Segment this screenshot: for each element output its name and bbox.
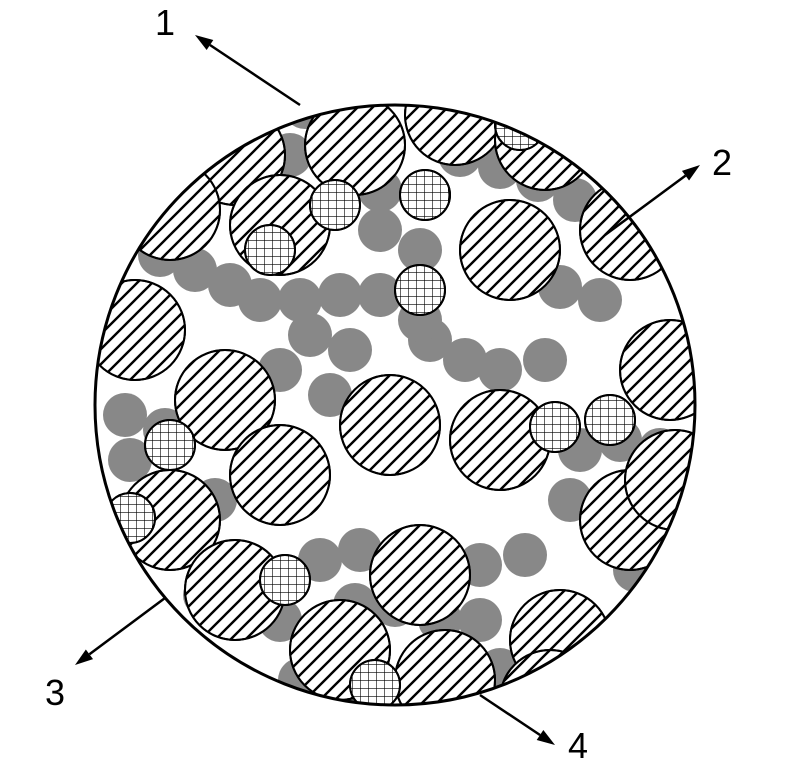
diagram-svg: 1 2 3 4 <box>0 0 797 759</box>
particle-diag_large <box>370 525 470 625</box>
particle-diag_large <box>340 375 440 475</box>
particle-diag_large <box>85 280 185 380</box>
particle-diag_large <box>395 630 495 730</box>
particle-gray_small <box>238 278 282 322</box>
particle-grid_small <box>585 395 635 445</box>
callout-label: 1 <box>155 2 175 43</box>
particle-gray_small <box>318 273 362 317</box>
particle-grid_small <box>530 402 580 452</box>
particle-gray_small <box>103 393 147 437</box>
particle-grid_small <box>245 225 295 275</box>
particle-diag_large <box>120 160 220 260</box>
particle-diag_large <box>405 65 505 165</box>
callout-arrow <box>480 695 555 745</box>
particle-gray_small <box>358 208 402 252</box>
particle-gray_small <box>328 328 372 372</box>
particle-gray_small <box>478 348 522 392</box>
callout-arrow <box>195 35 300 105</box>
particle-grid_small <box>105 493 155 543</box>
callout-arrow <box>605 165 700 235</box>
callout-label: 4 <box>568 725 588 759</box>
particle-gray_small <box>523 338 567 382</box>
particle-grid_small <box>260 555 310 605</box>
particle-diag_large <box>305 95 405 195</box>
diagram-root: 1 2 3 4 <box>45 2 732 759</box>
particle-gray_small <box>503 533 547 577</box>
particle-grid_small <box>310 180 360 230</box>
particle-gray_small <box>578 278 622 322</box>
particle-gray_small <box>288 313 332 357</box>
particle-diag_large <box>580 180 680 280</box>
callout-arrow <box>75 598 165 665</box>
particle-diag_large <box>230 425 330 525</box>
callout-label: 2 <box>712 142 732 183</box>
particle-grid_small <box>145 420 195 470</box>
particle-grid_small <box>400 170 450 220</box>
callout-label: 3 <box>45 672 65 713</box>
particle-diag_large <box>460 200 560 300</box>
particle-diag_large <box>620 320 720 420</box>
particle-grid_small <box>395 265 445 315</box>
